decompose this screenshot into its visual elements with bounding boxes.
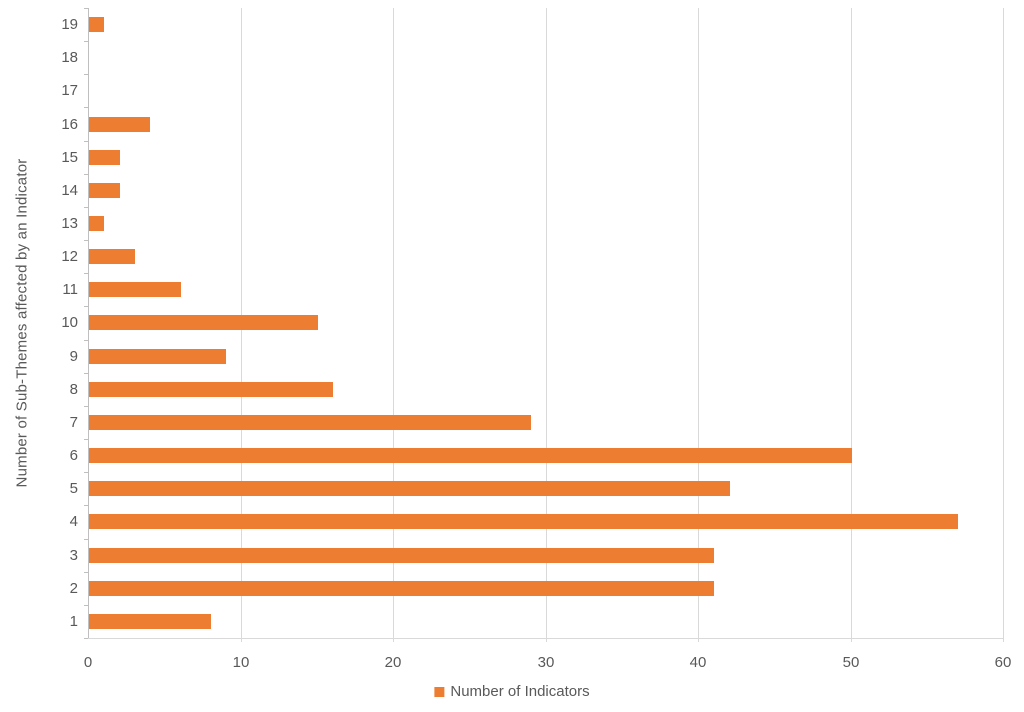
bar <box>89 282 181 297</box>
category-label: 6 <box>69 447 78 464</box>
y-axis-tick <box>84 41 88 42</box>
bar <box>89 17 104 32</box>
category-label: 9 <box>69 348 78 365</box>
category-label: 10 <box>61 314 78 331</box>
bar <box>89 315 318 330</box>
category-label: 13 <box>61 215 78 232</box>
y-axis-tick <box>84 207 88 208</box>
bar <box>89 448 852 463</box>
category-label: 2 <box>69 580 78 597</box>
bar <box>89 481 730 496</box>
y-axis-tick <box>84 74 88 75</box>
y-axis-tick <box>84 539 88 540</box>
bar <box>89 183 120 198</box>
bar <box>89 548 714 563</box>
bar <box>89 581 714 596</box>
category-label: 17 <box>61 82 78 99</box>
gridline <box>1003 8 1004 642</box>
y-axis-tick <box>84 306 88 307</box>
bar <box>89 216 104 231</box>
gridline <box>546 8 547 642</box>
gridline <box>851 8 852 642</box>
x-tick-label: 50 <box>842 654 860 671</box>
bar <box>89 349 226 364</box>
y-axis-tick <box>84 406 88 407</box>
y-axis-tick <box>84 8 88 9</box>
legend-swatch-icon <box>434 686 445 697</box>
category-label: 11 <box>62 281 78 298</box>
y-axis-tick <box>84 373 88 374</box>
category-label: 4 <box>69 513 78 530</box>
category-label: 1 <box>69 613 78 630</box>
plot-area: 19 18 17 16 15 14 13 12 11 10 9 8 7 6 5 4 3 2 1 0 10 20 30 40 5… <box>61 8 1011 671</box>
x-tick-label: 30 <box>537 654 555 671</box>
legend: Number of Indicators <box>434 683 590 700</box>
y-axis-title: Number of Sub-Themes affected by an Indi… <box>13 158 31 488</box>
gridline <box>393 8 394 642</box>
category-label: 5 <box>69 480 78 497</box>
x-tick-label: 60 <box>994 654 1012 671</box>
category-label: 8 <box>69 381 78 398</box>
x-axis-line <box>88 638 1003 639</box>
y-axis-tick <box>84 472 88 473</box>
y-axis-tick <box>84 174 88 175</box>
x-tick-label: 10 <box>232 654 250 671</box>
y-axis-tick <box>84 141 88 142</box>
y-axis-tick <box>84 273 88 274</box>
category-label: 19 <box>61 16 78 33</box>
bar <box>89 249 135 264</box>
y-axis-tick <box>84 107 88 108</box>
bar <box>89 514 958 529</box>
y-axis-tick <box>84 638 88 639</box>
y-axis-tick <box>84 240 88 241</box>
x-tick-label: 40 <box>689 654 707 671</box>
category-label: 14 <box>61 182 78 199</box>
gridline <box>698 8 699 642</box>
category-label: 12 <box>61 248 78 265</box>
category-label: 18 <box>61 49 78 66</box>
x-tick-label: 20 <box>384 654 402 671</box>
legend-label: Number of Indicators <box>450 683 590 700</box>
category-label: 7 <box>69 414 78 431</box>
category-label: 3 <box>69 547 78 564</box>
bar <box>89 117 150 132</box>
y-axis-tick <box>84 605 88 606</box>
y-axis-tick <box>84 572 88 573</box>
bar <box>89 415 531 430</box>
y-axis-tick <box>84 505 88 506</box>
bar <box>89 382 333 397</box>
y-axis-tick <box>84 439 88 440</box>
category-label: 16 <box>61 116 78 133</box>
bar <box>89 614 211 629</box>
y-axis-tick <box>84 340 88 341</box>
bar <box>89 150 120 165</box>
y-axis-line <box>88 8 89 638</box>
x-tick-label: 0 <box>83 654 93 671</box>
category-label: 15 <box>61 149 78 166</box>
